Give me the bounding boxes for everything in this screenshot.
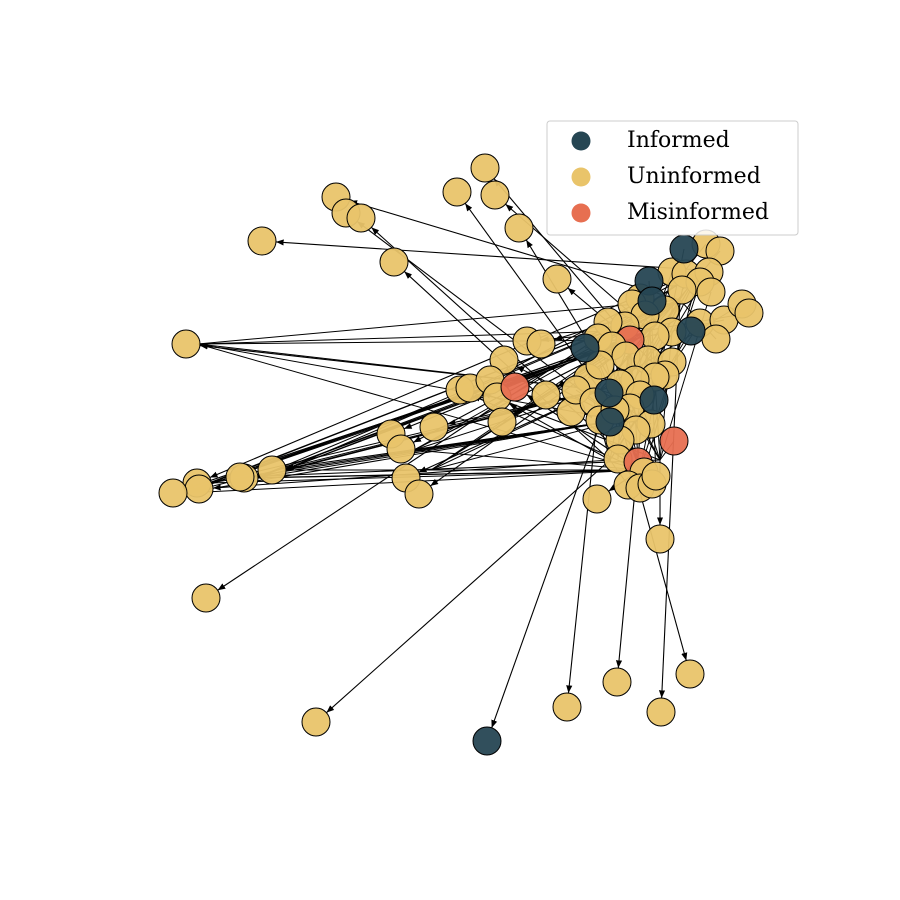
node xyxy=(171,329,201,359)
node xyxy=(504,213,534,243)
edge xyxy=(197,329,651,345)
edge xyxy=(326,459,611,714)
node xyxy=(595,407,625,437)
node xyxy=(419,412,449,442)
node xyxy=(594,378,624,408)
edge xyxy=(255,469,641,479)
node xyxy=(489,345,519,375)
node xyxy=(158,478,188,508)
node xyxy=(472,726,502,756)
node xyxy=(639,385,669,415)
nodes xyxy=(158,153,764,756)
node xyxy=(570,333,600,363)
node xyxy=(701,324,731,354)
node xyxy=(225,462,255,492)
node xyxy=(404,479,434,509)
legend-label: Informed xyxy=(627,128,730,153)
edge xyxy=(566,389,601,694)
node xyxy=(480,180,510,210)
edge xyxy=(197,343,621,421)
legend-box xyxy=(546,120,799,236)
node xyxy=(667,275,697,305)
node xyxy=(379,247,409,277)
node xyxy=(659,426,689,456)
node xyxy=(542,264,572,294)
node xyxy=(676,316,706,346)
node xyxy=(646,697,676,727)
edge xyxy=(349,200,681,301)
edge xyxy=(197,299,681,345)
legend: Informed Uninformed Misinformed xyxy=(546,120,799,236)
legend-marker xyxy=(571,203,591,223)
node xyxy=(257,455,287,485)
node xyxy=(442,177,472,207)
edge xyxy=(413,449,641,471)
legend-marker xyxy=(571,167,591,187)
node xyxy=(675,659,705,689)
edge xyxy=(255,419,621,479)
node xyxy=(582,484,612,514)
node xyxy=(602,667,632,697)
legend-marker xyxy=(571,131,591,151)
node xyxy=(386,434,416,464)
edge xyxy=(197,343,641,471)
legend-label: Uninformed xyxy=(627,164,761,189)
node xyxy=(696,277,726,307)
node xyxy=(526,329,556,359)
node xyxy=(641,461,671,491)
node xyxy=(247,226,277,256)
node xyxy=(734,298,764,328)
legend-label: Misinformed xyxy=(627,200,769,225)
node xyxy=(637,286,667,316)
node xyxy=(191,583,221,613)
node xyxy=(531,380,561,410)
node xyxy=(645,524,675,554)
node xyxy=(184,474,214,504)
node xyxy=(669,234,699,264)
node xyxy=(552,692,582,722)
node xyxy=(301,707,331,737)
node xyxy=(487,407,517,437)
edge xyxy=(275,239,701,271)
node xyxy=(470,153,500,183)
node xyxy=(500,372,530,402)
edge xyxy=(197,339,631,345)
node xyxy=(346,203,376,233)
edge xyxy=(413,419,621,451)
